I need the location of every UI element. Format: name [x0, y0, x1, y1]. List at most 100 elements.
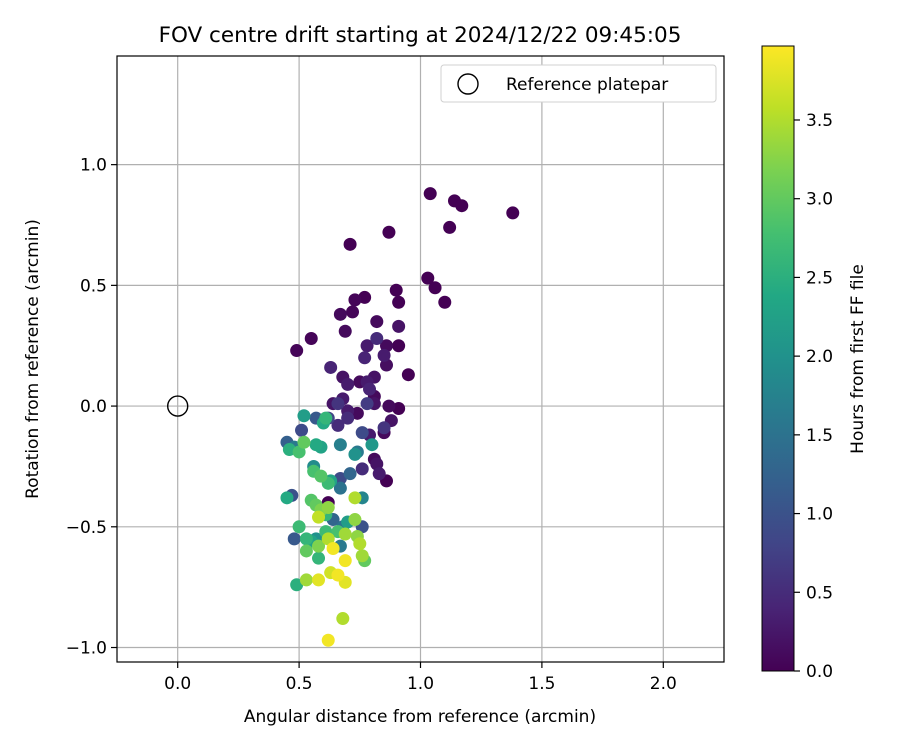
data-point [506, 206, 520, 220]
data-point [312, 510, 326, 524]
data-point [280, 491, 294, 505]
x-axis-label: Angular distance from reference (arcmin) [244, 707, 596, 727]
x-tick-label: 1.5 [528, 674, 555, 694]
data-points [280, 187, 520, 647]
data-point [360, 397, 374, 411]
colorbar-label: Hours from first FF file [848, 264, 868, 454]
data-point [370, 315, 384, 329]
data-point [292, 520, 306, 534]
y-tick-label: −0.5 [66, 518, 107, 538]
data-point [348, 447, 362, 461]
data-point [438, 295, 452, 309]
data-point [455, 199, 469, 213]
data-point [297, 409, 311, 423]
data-point [350, 406, 364, 420]
data-point [309, 438, 323, 452]
data-point [319, 411, 333, 425]
data-point [331, 418, 345, 432]
data-point [358, 351, 372, 365]
data-point [299, 573, 313, 587]
colorbar-ticks: 0.0 0.5 1.0 1.5 2.0 2.5 3.0 3.5 [794, 111, 833, 682]
data-point [401, 368, 415, 382]
data-point [341, 377, 355, 391]
data-point [392, 319, 406, 333]
data-point [389, 283, 403, 297]
data-point [333, 472, 347, 486]
data-point [355, 462, 369, 476]
colorbar: 0.0 0.5 1.0 1.5 2.0 2.5 3.0 3.5 Hours from firs… [761, 45, 868, 682]
data-point [292, 445, 306, 459]
colorbar-tick-label: 3.5 [806, 111, 833, 131]
x-tick-label: 2.0 [650, 674, 677, 694]
data-point [358, 290, 372, 304]
data-point [343, 467, 357, 481]
colorbar-gradient [761, 45, 795, 672]
data-point [324, 360, 338, 374]
data-point [346, 305, 360, 319]
data-point [392, 295, 406, 309]
colorbar-tick-label: 1.5 [806, 426, 833, 446]
data-point [314, 469, 328, 483]
data-point [326, 542, 340, 556]
reference-marker-group [166, 395, 189, 417]
y-axis-label: Rotation from reference (arcmin) [23, 219, 43, 499]
data-point [331, 397, 345, 411]
data-point [333, 307, 347, 321]
data-point [321, 500, 335, 514]
data-point [299, 544, 313, 558]
data-point [355, 549, 369, 563]
data-point [428, 281, 442, 295]
chart-title: FOV centre drift starting at 2024/12/22 … [159, 23, 682, 48]
data-point [363, 382, 377, 396]
y-axis: −1.0 −0.5 0.0 0.5 1.0 [66, 156, 117, 659]
data-point [312, 573, 326, 587]
data-point [377, 421, 391, 435]
data-point [287, 532, 301, 546]
data-point [382, 225, 396, 239]
data-point [333, 438, 347, 452]
data-point [341, 411, 355, 425]
legend-box [440, 64, 717, 103]
data-point [299, 532, 313, 546]
x-tick-label: 1.0 [407, 674, 434, 694]
data-point [355, 426, 369, 440]
data-point [348, 513, 362, 527]
reference-platepar-marker [166, 395, 189, 417]
y-tick-label: 0.5 [80, 276, 107, 296]
y-tick-label: 1.0 [80, 156, 107, 176]
legend-marker-icon [457, 73, 479, 95]
data-point [331, 568, 345, 582]
x-axis: 0.0 0.5 1.0 1.5 2.0 [164, 662, 677, 694]
data-point [348, 293, 362, 307]
grid [117, 56, 724, 662]
colorbar-tick-label: 0.0 [806, 662, 833, 682]
data-point [343, 237, 357, 251]
data-point [312, 539, 326, 553]
data-point [321, 532, 335, 546]
data-point [290, 344, 304, 358]
legend: Reference platepar [440, 64, 717, 103]
data-point [336, 612, 350, 626]
data-point [348, 491, 362, 505]
data-point [423, 187, 437, 201]
data-point [370, 331, 384, 345]
data-point [372, 467, 386, 481]
colorbar-tick-label: 3.0 [806, 190, 833, 210]
data-point [392, 401, 406, 415]
colorbar-tick-label: 2.5 [806, 268, 833, 288]
data-point [421, 271, 435, 285]
data-point [360, 339, 374, 353]
colorbar-tick-label: 1.0 [806, 505, 833, 525]
data-point [295, 423, 309, 437]
data-point [338, 324, 352, 338]
legend-entry-reference: Reference platepar [506, 75, 668, 95]
y-tick-label: 0.0 [80, 397, 107, 417]
data-point [377, 348, 391, 362]
y-tick-label: −1.0 [66, 639, 107, 659]
data-point [443, 220, 457, 234]
x-tick-label: 0.5 [286, 674, 313, 694]
data-point [392, 339, 406, 353]
colorbar-tick-label: 2.0 [806, 347, 833, 367]
data-point [304, 331, 318, 345]
data-point [353, 537, 367, 551]
